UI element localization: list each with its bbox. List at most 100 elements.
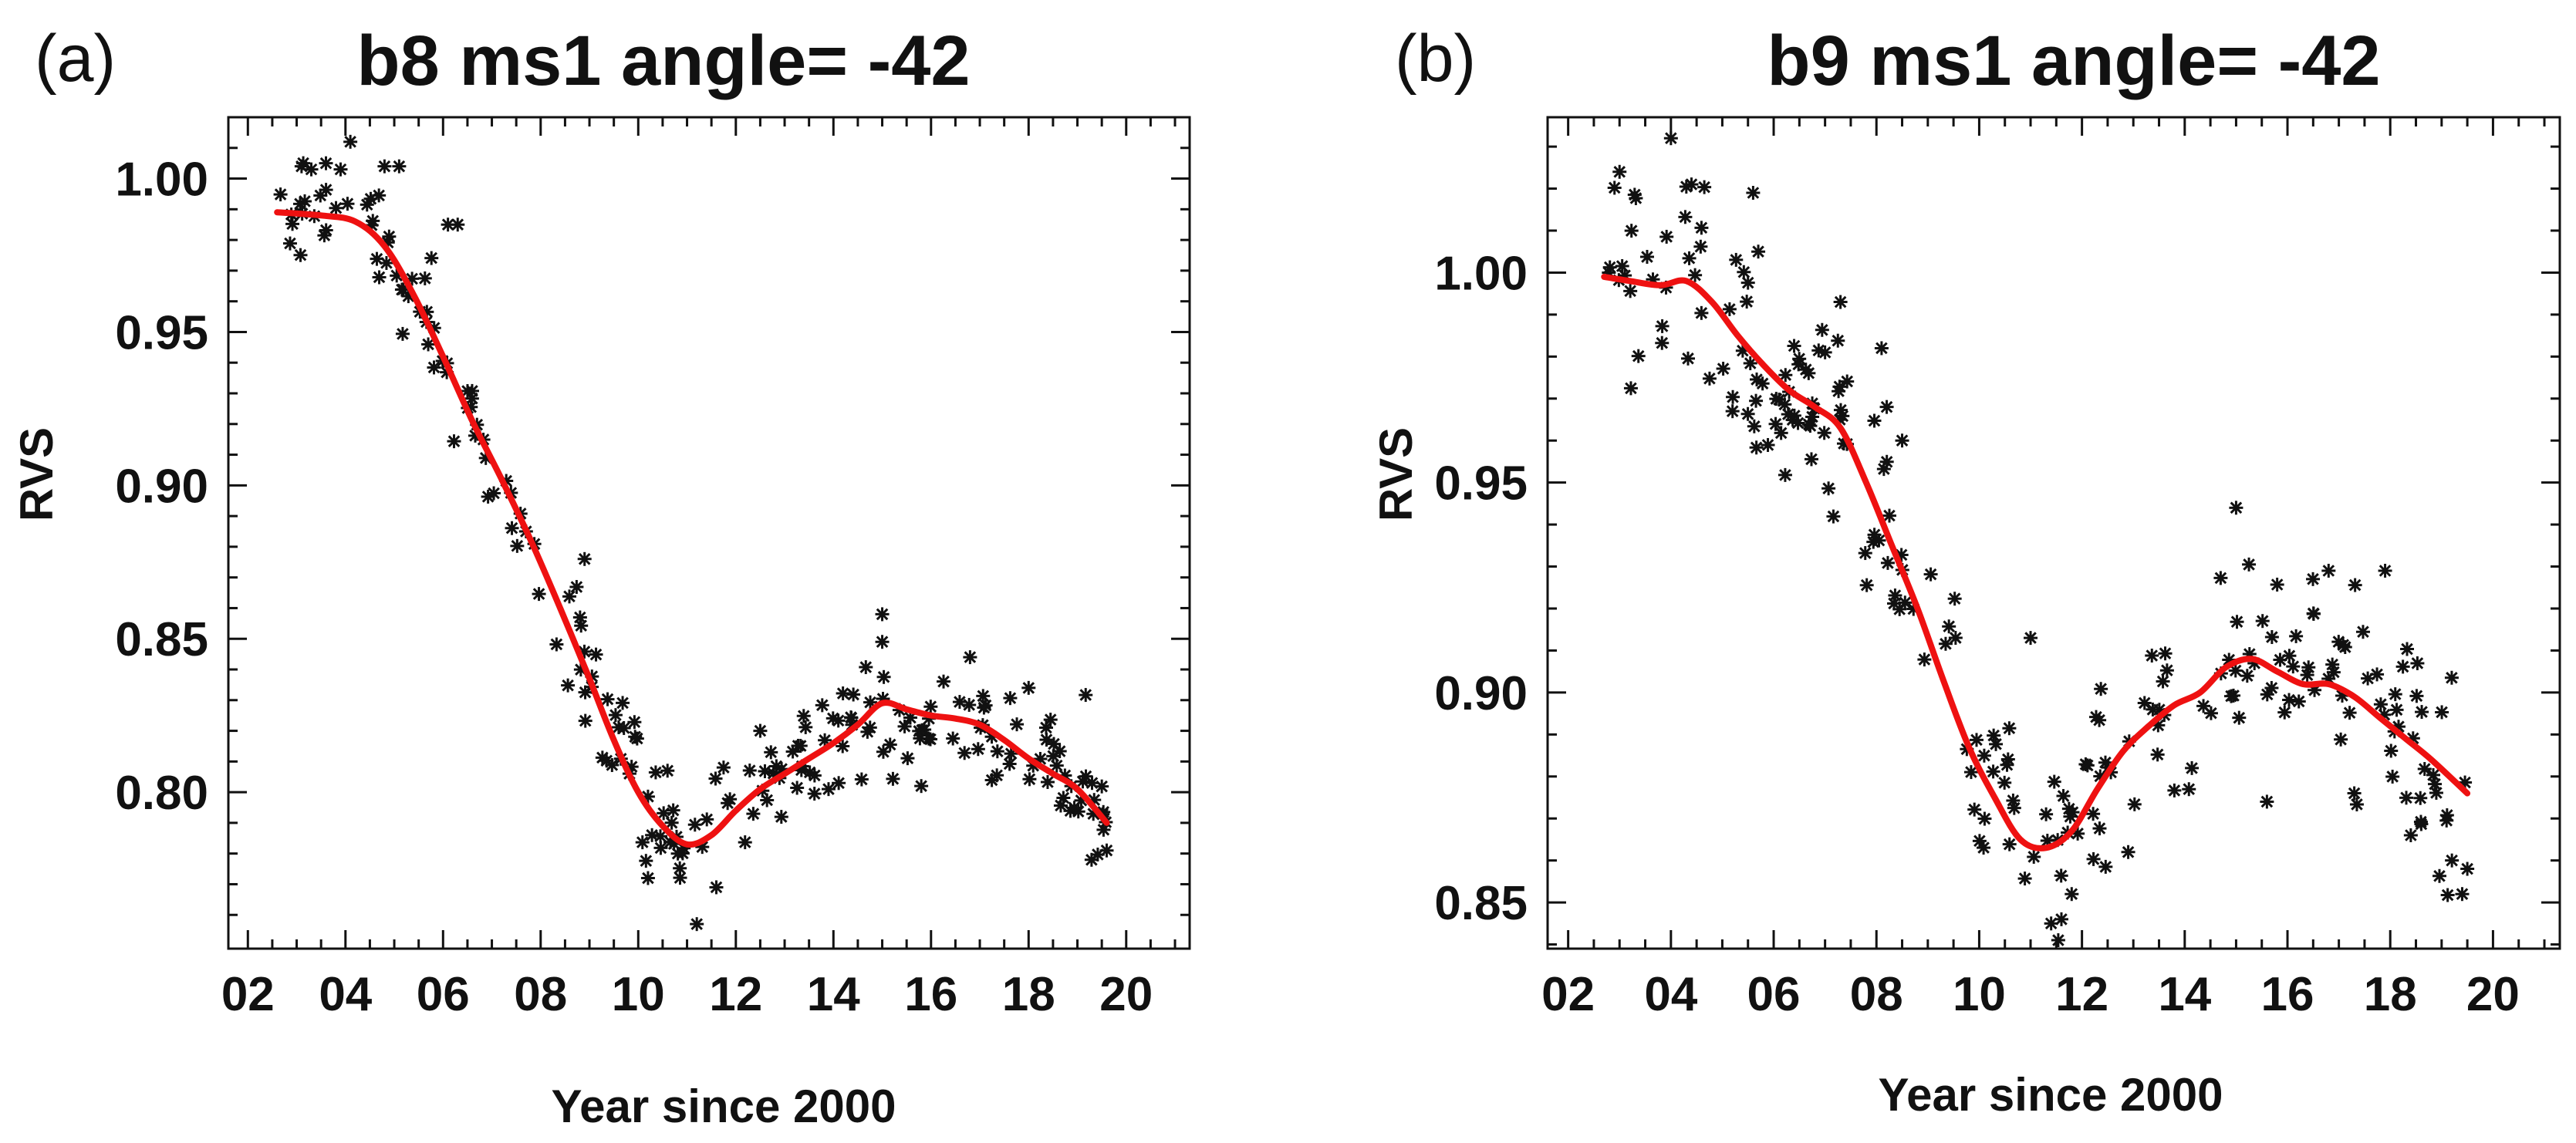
scatter-point bbox=[1639, 250, 1654, 265]
scatter-point bbox=[917, 723, 932, 737]
scatter-point bbox=[2002, 837, 2017, 851]
panel-a-plot-frame bbox=[227, 116, 1191, 950]
scatter-point bbox=[2159, 663, 2174, 678]
scatter-point bbox=[1740, 295, 1754, 309]
scatter-point bbox=[769, 759, 784, 774]
scatter-point bbox=[2006, 793, 2021, 808]
scatter-point bbox=[329, 201, 343, 215]
scatter-point bbox=[653, 841, 668, 855]
scatter-point bbox=[333, 162, 348, 177]
x-tick-label: 16 bbox=[904, 968, 957, 1021]
scatter-point bbox=[1938, 636, 1953, 651]
scatter-point bbox=[296, 156, 311, 170]
scatter-point bbox=[886, 771, 900, 786]
scatter-point bbox=[1895, 433, 1909, 448]
scatter-point bbox=[854, 772, 869, 787]
scatter-point bbox=[1747, 419, 1761, 433]
scatter-point bbox=[1947, 592, 1962, 606]
scatter-point bbox=[589, 647, 603, 662]
scatter-point bbox=[363, 191, 378, 206]
scatter-point bbox=[2403, 828, 2418, 842]
scatter-point bbox=[971, 742, 985, 757]
y-tick-label: 0.95 bbox=[1434, 457, 1528, 511]
scatter-point bbox=[447, 434, 461, 449]
scatter-point bbox=[846, 687, 861, 702]
scatter-point bbox=[914, 779, 929, 794]
scatter-point bbox=[578, 713, 593, 728]
scatter-point bbox=[2282, 693, 2297, 707]
scatter-point bbox=[1948, 631, 1963, 646]
scatter-point bbox=[790, 781, 805, 795]
scatter-point bbox=[1697, 180, 1712, 194]
scatter-point bbox=[1815, 322, 1829, 337]
x-tick-label: 10 bbox=[612, 968, 665, 1021]
scatter-point bbox=[687, 818, 702, 832]
scatter-point bbox=[343, 134, 358, 149]
scatter-point bbox=[1052, 744, 1067, 759]
scatter-point bbox=[1874, 341, 1889, 356]
scatter-point bbox=[2289, 629, 2304, 643]
scatter-point bbox=[377, 159, 392, 174]
x-tick-label: 12 bbox=[709, 968, 762, 1021]
scatter-point bbox=[1612, 164, 1627, 179]
scatter-point bbox=[608, 708, 623, 723]
scatter-point bbox=[2291, 694, 2306, 709]
scatter-point bbox=[1787, 339, 1801, 353]
scatter-point bbox=[1778, 467, 1792, 482]
scatter-point bbox=[742, 764, 757, 778]
scatter-point bbox=[2255, 614, 2270, 629]
scatter-point bbox=[2196, 699, 2211, 713]
scatter-point bbox=[1749, 393, 1764, 408]
panel-b-fit-curve bbox=[1601, 273, 2471, 851]
scatter-point bbox=[2260, 794, 2274, 809]
scatter-point bbox=[1977, 841, 1991, 855]
scatter-point bbox=[304, 162, 319, 177]
scatter-point bbox=[2373, 697, 2388, 712]
scatter-point bbox=[1623, 284, 1638, 298]
scatter-point bbox=[2286, 659, 2301, 674]
scatter-point bbox=[1725, 404, 1740, 419]
x-tick-label: 20 bbox=[1099, 968, 1153, 1021]
scatter-point bbox=[900, 751, 915, 766]
scatter-point bbox=[460, 384, 474, 399]
scatter-point bbox=[1977, 748, 1991, 763]
scatter-point bbox=[2098, 859, 2113, 874]
x-tick-label: 10 bbox=[1953, 968, 2006, 1021]
scatter-point bbox=[1726, 389, 1740, 404]
scatter-point bbox=[1075, 774, 1090, 789]
scatter-point bbox=[2273, 652, 2287, 667]
scatter-point bbox=[1615, 259, 1629, 274]
scatter-point bbox=[2300, 668, 2314, 683]
scatter-point bbox=[1678, 210, 1693, 224]
scatter-point bbox=[1917, 652, 1932, 667]
scatter-point bbox=[1880, 555, 1895, 570]
scatter-point bbox=[1791, 357, 1806, 372]
scatter-point bbox=[2065, 805, 2080, 820]
scatter-point bbox=[2086, 807, 2101, 821]
scatter-point bbox=[2054, 912, 2068, 926]
scatter-point bbox=[708, 771, 723, 786]
scatter-point bbox=[753, 723, 768, 738]
scatter-point bbox=[2230, 615, 2244, 629]
scatter-point bbox=[1801, 366, 1816, 380]
scatter-point bbox=[963, 650, 977, 665]
scatter-point bbox=[796, 709, 811, 723]
x-tick-label: 06 bbox=[417, 968, 470, 1021]
scatter-point bbox=[1659, 229, 1674, 244]
scatter-point bbox=[1663, 131, 1678, 146]
scatter-point bbox=[1811, 343, 1826, 358]
scatter-point bbox=[2306, 572, 2321, 586]
scatter-point bbox=[1977, 811, 1992, 826]
scatter-point bbox=[2121, 845, 2135, 859]
scatter-point bbox=[1655, 335, 1670, 350]
scatter-point bbox=[2439, 813, 2454, 828]
x-tick-label: 06 bbox=[1747, 968, 1801, 1021]
scatter-point bbox=[394, 282, 409, 297]
scatter-point bbox=[2264, 630, 2279, 645]
scatter-point bbox=[1879, 400, 1894, 414]
scatter-point bbox=[1624, 224, 1639, 238]
scatter-point bbox=[379, 255, 393, 270]
scatter-point bbox=[2047, 774, 2061, 789]
scatter-point bbox=[569, 580, 584, 595]
scatter-point bbox=[627, 715, 642, 730]
